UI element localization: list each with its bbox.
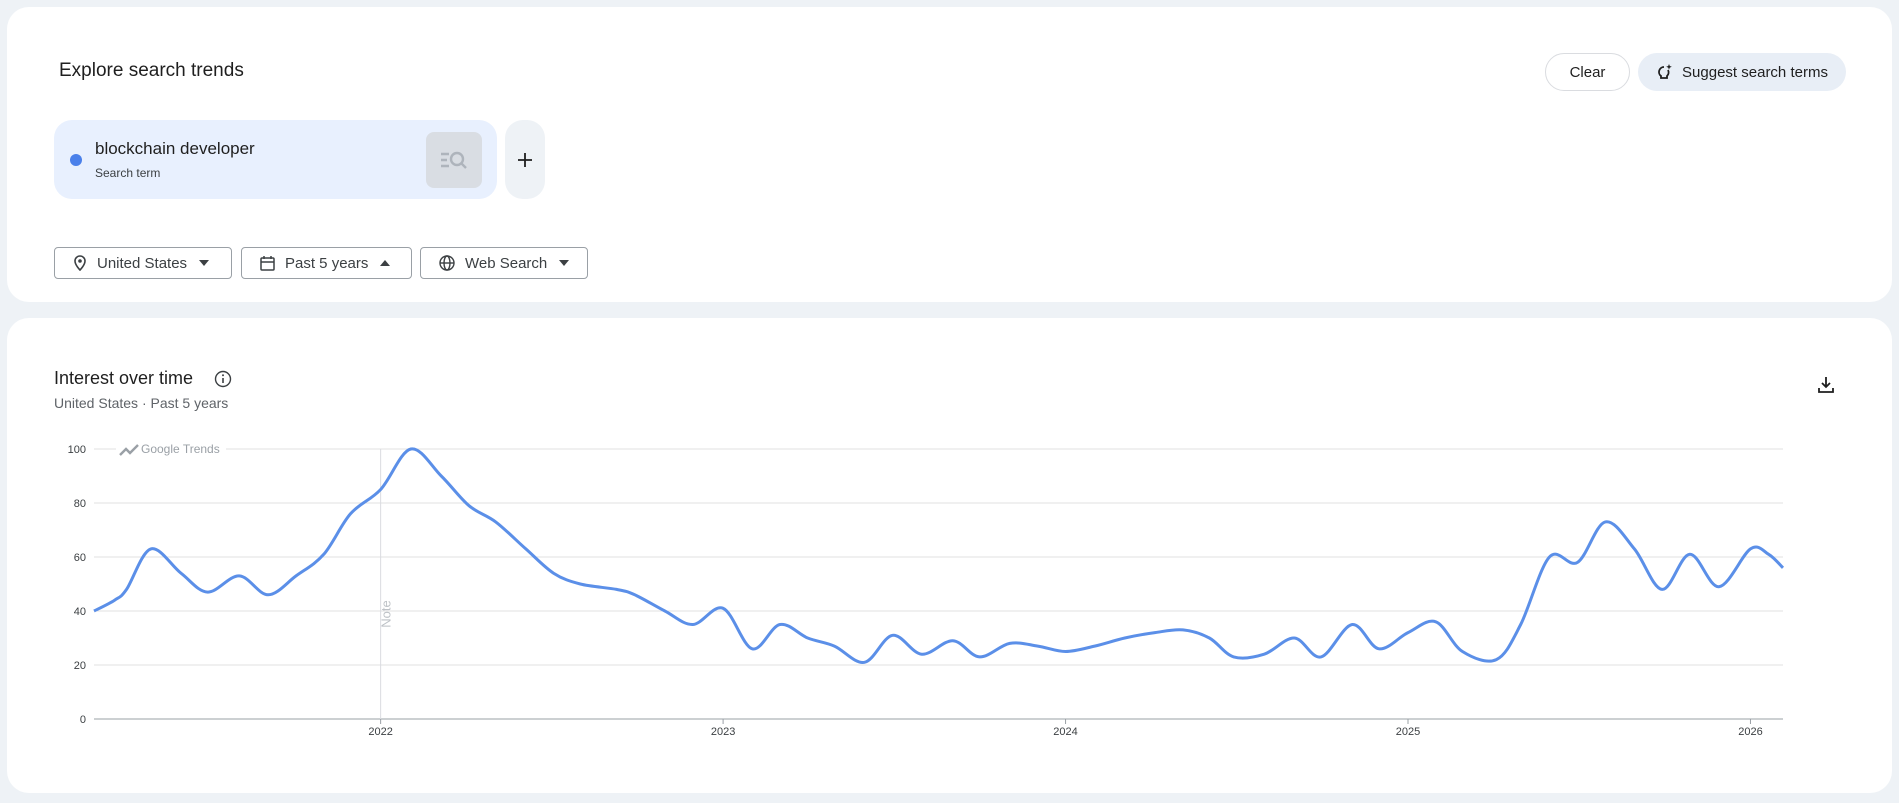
caret-down [559, 260, 570, 266]
suggest-icon [1658, 64, 1672, 79]
y-tick-label: 80 [74, 498, 86, 510]
x-tick-label: 2024 [1053, 726, 1077, 738]
term-search-button[interactable] [426, 132, 482, 188]
caret-down [199, 260, 210, 266]
search-term-card[interactable]: blockchain developer Search term [54, 120, 497, 199]
clear-button[interactable]: Clear [1545, 53, 1630, 91]
suggest-button[interactable]: Suggest search terms [1638, 53, 1846, 91]
y-tick-label: 20 [74, 660, 86, 672]
info-icon[interactable] [214, 370, 232, 388]
annotation-label: Note [379, 600, 394, 627]
time-filter[interactable]: Past 5 years [241, 247, 412, 279]
term-sublabel: Search term [95, 166, 161, 180]
y-tick-label: 0 [80, 714, 86, 726]
plus-icon [518, 152, 532, 167]
add-term-button[interactable] [505, 120, 545, 199]
location-filter[interactable]: United States [54, 247, 232, 279]
calendar-icon [260, 256, 275, 271]
watermark-bg [116, 440, 226, 458]
pin-icon [74, 255, 86, 271]
filter-label: United States [97, 254, 188, 272]
term-color-dot [70, 154, 82, 166]
y-tick-label: 100 [68, 444, 86, 456]
term-search-icon [441, 151, 467, 169]
x-tick-label: 2026 [1738, 726, 1762, 738]
property-filter[interactable]: Web Search [420, 247, 588, 279]
search-panel: Explore search trends Clear Suggest sear… [7, 7, 1892, 302]
watermark-text: Google Trends [141, 442, 220, 456]
term-label: blockchain developer [95, 139, 255, 158]
caret-up [380, 260, 391, 266]
chart-title: Interest over time [54, 368, 194, 388]
x-tick-label: 2023 [711, 726, 735, 738]
suggest-label: Suggest search terms [1682, 63, 1828, 81]
download-button[interactable] [1817, 376, 1835, 394]
y-tick-label: 40 [74, 606, 86, 618]
x-tick-label: 2025 [1396, 726, 1420, 738]
globe-icon [439, 255, 455, 271]
filter-label: Web Search [465, 254, 548, 272]
chart-subtitle: United States · Past 5 years [54, 395, 229, 411]
watermark [119, 444, 139, 456]
filter-label: Past 5 years [285, 254, 369, 272]
page-title: Explore search trends [59, 60, 244, 81]
watermark-icon [119, 444, 139, 456]
x-tick-label: 2022 [368, 726, 392, 738]
trend-line [93, 447, 1785, 664]
y-tick-label: 60 [74, 552, 86, 564]
